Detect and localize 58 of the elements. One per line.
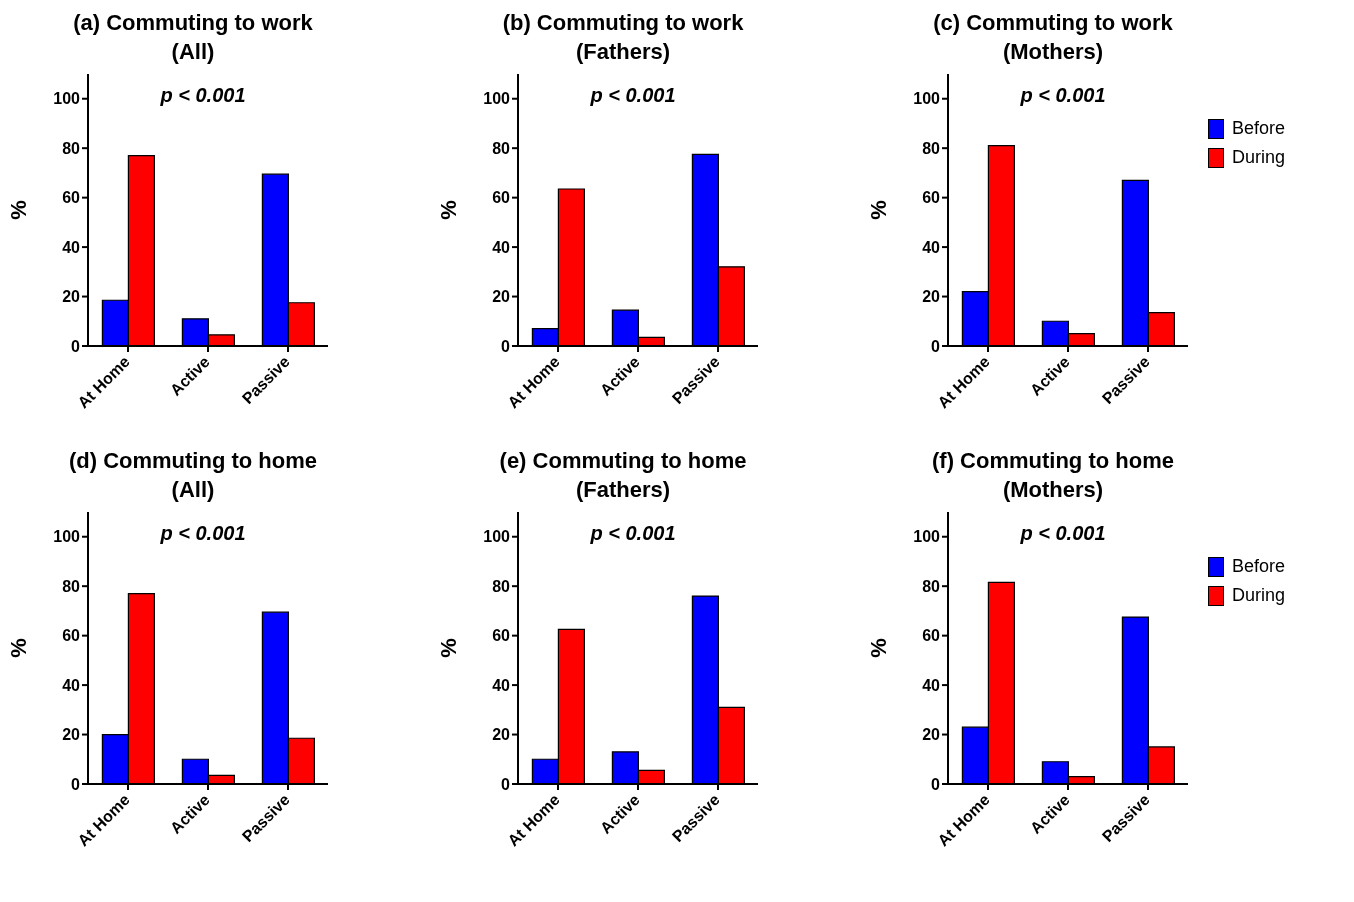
y-tick-label: 0 [501,775,511,793]
annotation: p < 0.001 [1020,522,1106,544]
y-tick-label: 100 [53,528,81,546]
y-tick-label: 80 [62,139,81,157]
y-tick-label: 100 [53,90,81,108]
chart-title: (b) Commuting to work (Fathers) [501,9,745,66]
y-tick-label: 100 [913,90,941,108]
y-tick-label: 100 [483,90,511,108]
y-axis-title: % [865,638,891,658]
y-tick-label: 40 [492,238,511,256]
chart-title: (f) Commuting to home (Mothers) [931,447,1175,504]
y-tick-label: 80 [492,577,511,595]
annotation: p < 0.001 [160,84,246,106]
annotation: p < 0.001 [590,522,676,544]
y-tick-label: 60 [492,627,511,645]
y-tick-label: 0 [931,337,941,355]
y-tick-label: 40 [922,676,941,694]
annotation: p < 0.001 [1020,84,1106,106]
y-tick-label: 20 [62,726,81,744]
legend-label: Before [1231,556,1286,577]
y-tick-label: 20 [922,726,941,744]
chart-title: (a) Commuting to work (All) [72,9,314,66]
y-tick-label: 20 [62,288,81,306]
y-axis-title: % [865,200,891,220]
y-tick-label: 0 [71,337,81,355]
annotation: p < 0.001 [590,84,676,106]
y-axis-title: % [435,200,461,220]
y-tick-label: 60 [922,627,941,645]
y-tick-label: 80 [922,139,941,157]
y-tick-label: 100 [483,528,511,546]
y-tick-label: 0 [501,337,511,355]
legend-label: During [1231,585,1286,606]
y-tick-label: 60 [62,189,81,207]
y-tick-label: 20 [922,288,941,306]
y-tick-label: 40 [922,238,941,256]
y-axis-title: % [435,638,461,658]
y-tick-label: 80 [62,577,81,595]
annotation: p < 0.001 [160,522,246,544]
y-tick-label: 40 [62,238,81,256]
y-axis-title: % [5,638,31,658]
y-tick-label: 100 [913,528,941,546]
y-tick-label: 0 [71,775,81,793]
chart-title: (c) Commuting to work (Mothers) [932,9,1174,66]
y-axis-title: % [5,200,31,220]
y-tick-label: 60 [492,189,511,207]
y-tick-label: 80 [922,577,941,595]
chart-title: (e) Commuting to home (Fathers) [498,447,748,504]
chart-title: (d) Commuting to home (All) [67,447,319,504]
y-tick-label: 40 [62,676,81,694]
y-tick-label: 60 [62,627,81,645]
y-tick-label: 20 [492,726,511,744]
y-tick-label: 40 [492,676,511,694]
legend-label: Before [1231,118,1286,139]
y-tick-label: 0 [931,775,941,793]
y-tick-label: 60 [922,189,941,207]
y-tick-label: 80 [492,139,511,157]
y-tick-label: 20 [492,288,511,306]
legend-label: During [1231,147,1286,168]
